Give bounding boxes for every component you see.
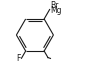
Text: F: F xyxy=(17,54,21,63)
Text: Br: Br xyxy=(50,1,58,10)
Text: Mg: Mg xyxy=(50,6,62,15)
